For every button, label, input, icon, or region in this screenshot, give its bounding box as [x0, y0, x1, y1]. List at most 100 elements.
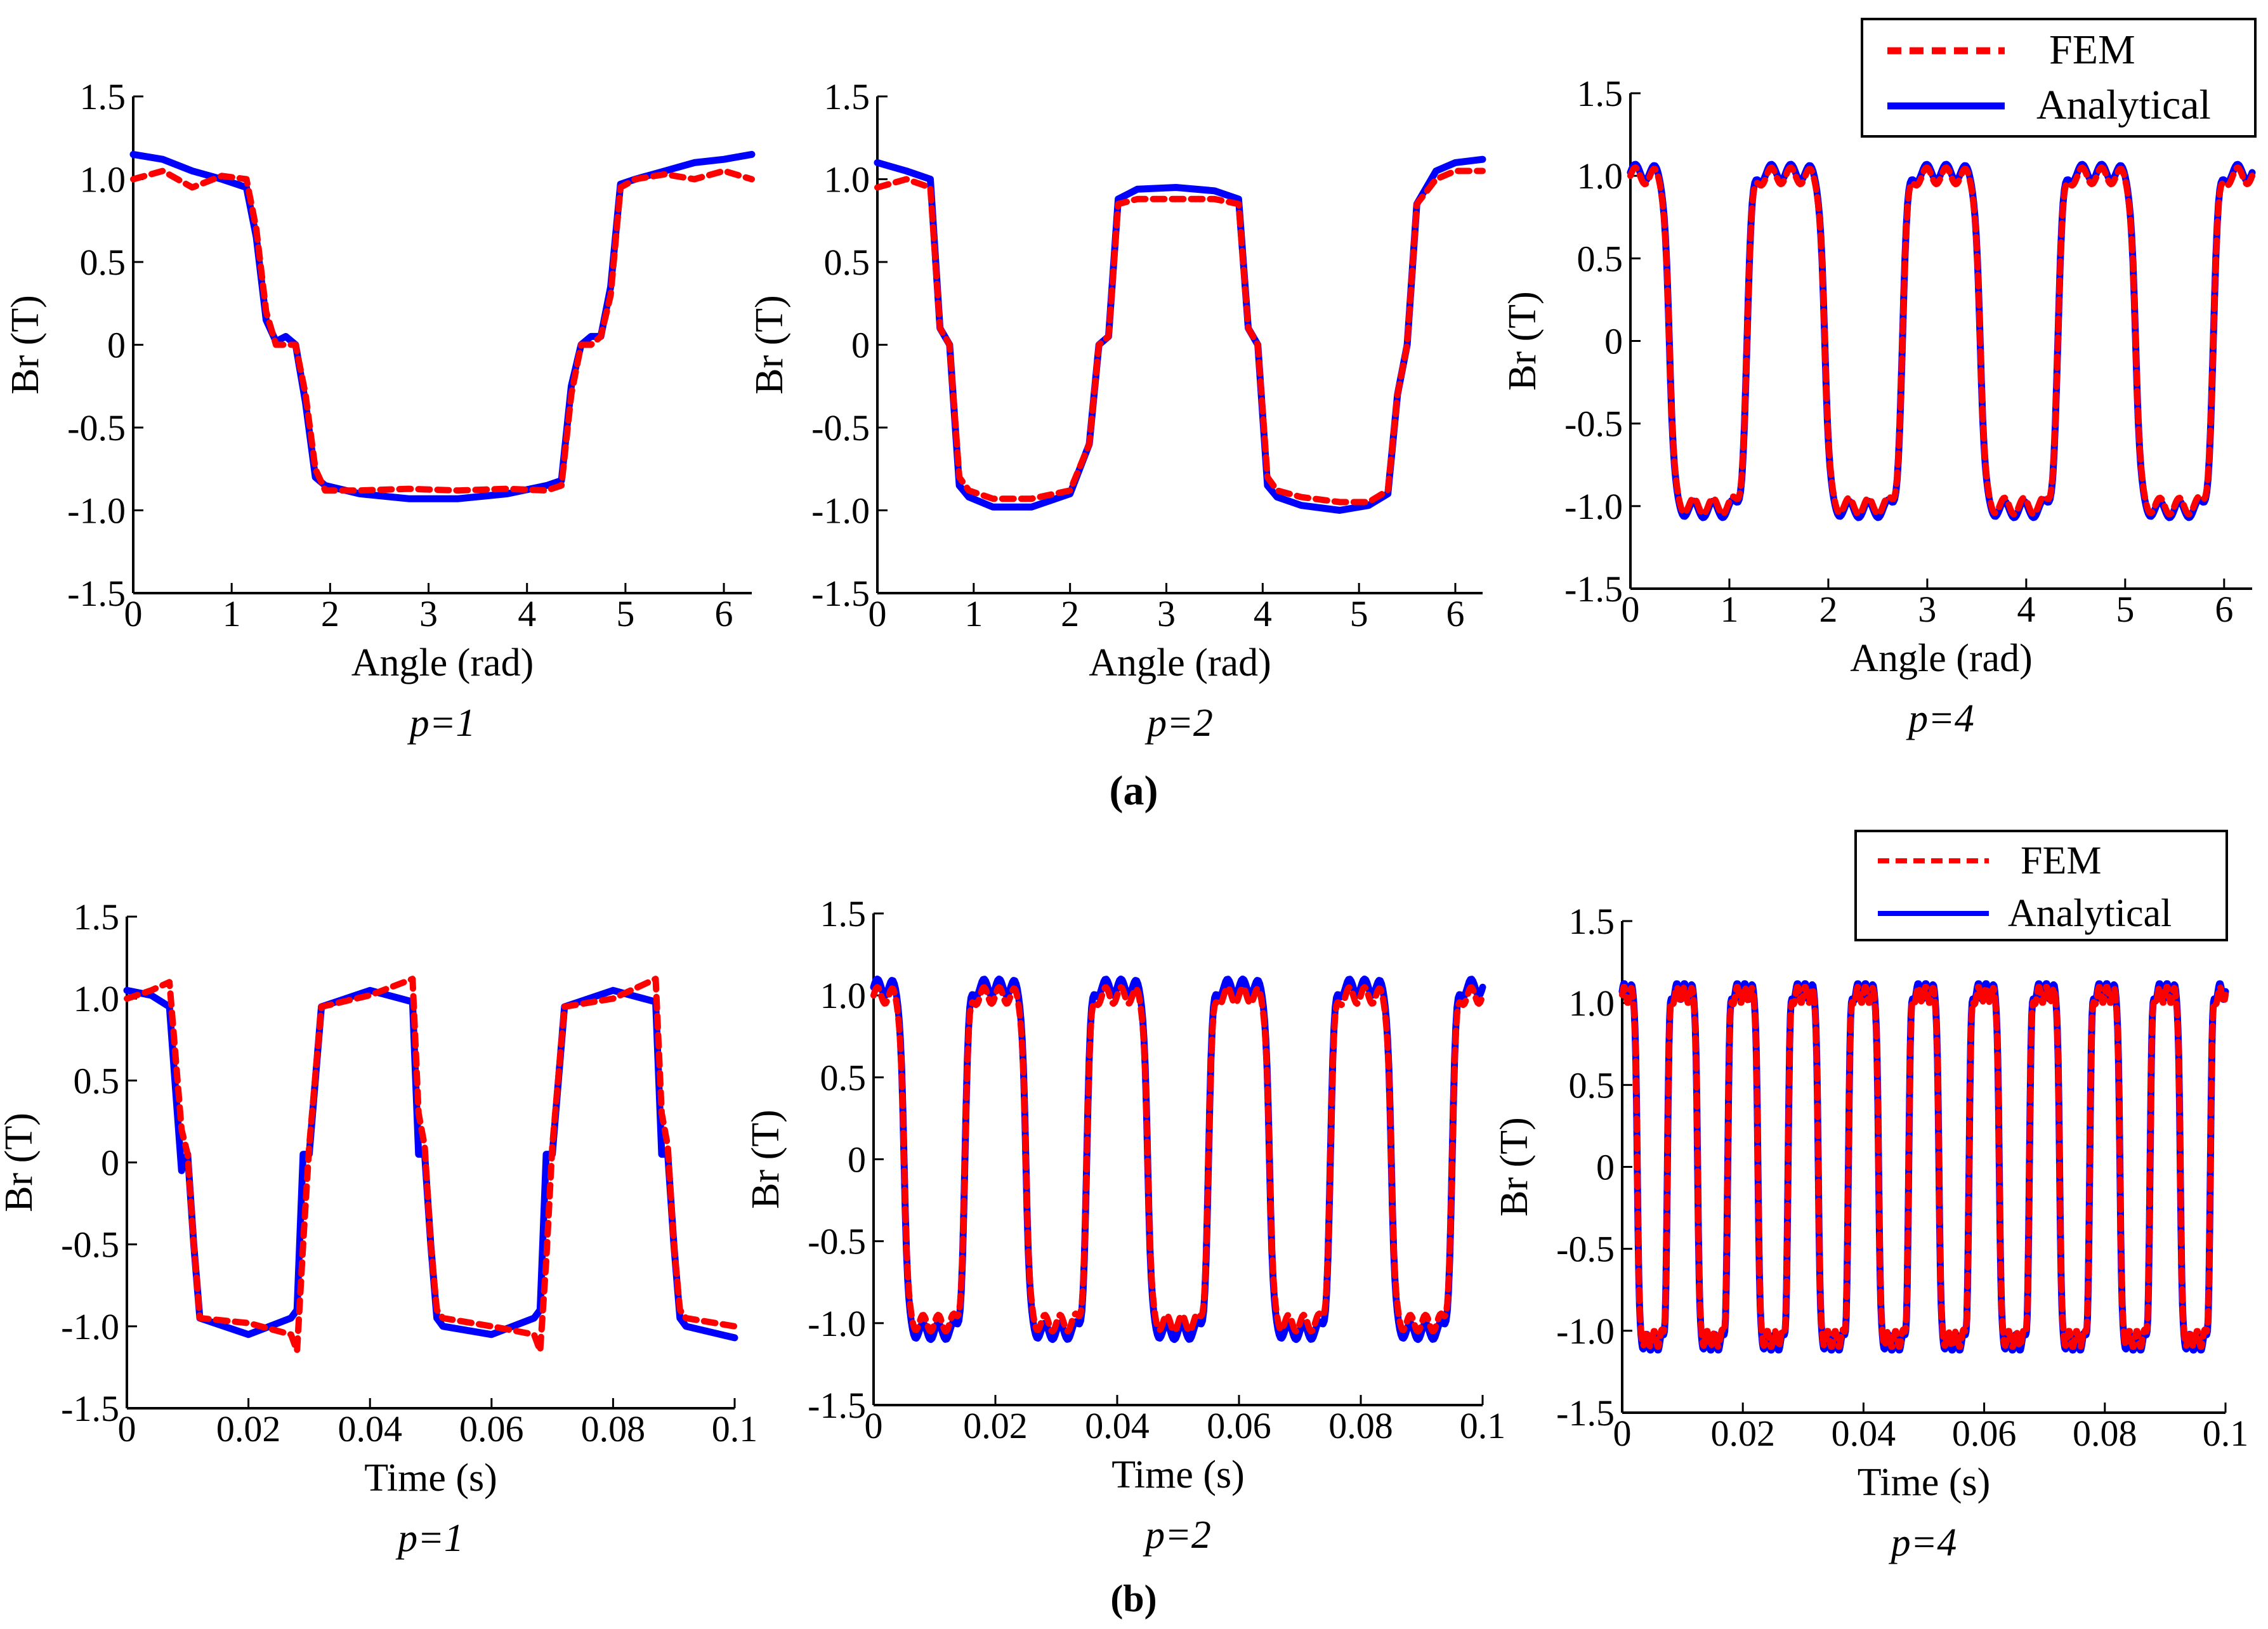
- series-line-analytical: [123, 986, 738, 1342]
- x-tick-label: 2: [1061, 593, 1079, 634]
- x-tick-label: 5: [1350, 593, 1368, 634]
- x-tick-label: 0.04: [1085, 1405, 1150, 1446]
- y-tick-label: 1.5: [74, 896, 120, 938]
- x-axis-label: Time (s): [1111, 1453, 1245, 1496]
- x-tick-label: 6: [715, 593, 733, 634]
- y-tick-label: 1.5: [1569, 901, 1615, 942]
- x-tick-label: 0: [124, 593, 143, 634]
- legend-top-fem-label: FEM: [2049, 27, 2135, 73]
- x-tick-label: 6: [2215, 589, 2233, 630]
- x-tick-label: 2: [1819, 589, 1837, 630]
- y-tick-label: -0.5: [67, 407, 126, 448]
- x-tick-label: 0: [1622, 589, 1640, 630]
- x-tick-label: 1: [223, 593, 241, 634]
- legend-bottom-box: [1854, 830, 2228, 941]
- x-axis-label: Time (s): [364, 1456, 497, 1500]
- x-tick-label: 0.1: [2203, 1413, 2249, 1454]
- y-tick-label: -1.0: [808, 1303, 866, 1344]
- series-line-analytical: [129, 150, 756, 502]
- x-tick-label: 4: [1254, 593, 1272, 634]
- x-axis-label: Angle (rad): [351, 641, 534, 684]
- series-line-fem: [874, 167, 1486, 506]
- x-tick-label: 0.06: [1207, 1405, 1271, 1446]
- x-tick-label: 0.04: [1832, 1413, 1896, 1454]
- chart-panel-5: -1.5 -1.0 -0.5 0 0.5 1.0 1.5 0 0.02 0.04 0.06 0.08 0…: [744, 893, 1505, 1557]
- y-tick-label: -0.5: [1556, 1229, 1615, 1270]
- y-tick-label: 1.5: [1577, 73, 1623, 114]
- x-tick-label: 3: [419, 593, 438, 634]
- y-tick-label: -1.5: [1564, 568, 1623, 610]
- y-tick-label: 0: [107, 325, 126, 366]
- y-tick-label: 0.5: [820, 1057, 867, 1098]
- x-tick-label: 0.08: [2073, 1413, 2137, 1454]
- x-tick-label: 1: [1720, 589, 1738, 630]
- x-tick-label: 0: [118, 1408, 136, 1449]
- y-tick-label: 0.5: [824, 242, 870, 283]
- x-tick-label: 0.08: [1328, 1405, 1393, 1446]
- y-tick-label: -0.5: [811, 407, 870, 448]
- y-axis-label: Br (T): [1501, 291, 1544, 391]
- y-tick-label: 0: [848, 1139, 866, 1181]
- x-tick-label: 5: [616, 593, 634, 634]
- y-tick-label: 1.0: [80, 159, 126, 200]
- x-axis-label: Angle (rad): [1850, 637, 2032, 680]
- y-tick-label: 0: [1596, 1147, 1615, 1188]
- y-axis-label: Br (T): [4, 295, 47, 395]
- series-line-analytical: [1627, 160, 2256, 521]
- x-tick-label: 1: [964, 593, 983, 634]
- x-tick-label: 0.06: [1952, 1413, 2017, 1454]
- y-tick-label: -1.0: [1564, 486, 1623, 527]
- y-tick-label: 1.0: [824, 159, 870, 200]
- y-tick-label: 0: [101, 1142, 119, 1184]
- y-tick-label: -1.5: [67, 573, 126, 614]
- x-tick-label: 6: [1446, 593, 1465, 634]
- chart-panel-6: -1.5 -1.0 -0.5 0 0.5 1.0 1.5 0 0.02 0.04 0.06 0.08 0…: [1493, 901, 2248, 1564]
- x-tick-label: 0.08: [581, 1408, 646, 1449]
- x-tick-label: 0: [865, 1405, 883, 1446]
- legend-bottom-fem-label: FEM: [2021, 839, 2101, 882]
- y-tick-label: 1.0: [820, 975, 867, 1016]
- y-tick-label: -1.0: [61, 1306, 119, 1347]
- y-tick-label: 0.5: [80, 242, 126, 283]
- subplot-label: p=1: [395, 1517, 464, 1560]
- y-tick-label: 0.5: [1569, 1064, 1615, 1106]
- x-tick-label: 4: [2017, 589, 2035, 630]
- chart-panel-2: -1.5 -1.0 -0.5 0 0.5 1.0 1.5 0 1 2 3 4 5 6 Angle (rad)…: [748, 76, 1486, 745]
- y-tick-label: -1.0: [67, 490, 126, 532]
- y-tick-label: 0.5: [1577, 238, 1623, 279]
- chart-panels: -1.5 -1.0 -0.5 0 0.5 1.0 1.5 0 1 2 3 4 5 6 Angle (rad)…: [0, 73, 2256, 1564]
- y-tick-label: -1.0: [1556, 1311, 1615, 1352]
- series-line-fem: [870, 984, 1486, 1335]
- y-tick-label: 1.5: [80, 76, 126, 117]
- x-tick-label: 0.02: [1710, 1413, 1775, 1454]
- y-tick-label: -0.5: [808, 1221, 866, 1262]
- legend-bottom: FEM Analytical: [1854, 830, 2228, 941]
- y-tick-label: -0.5: [1564, 403, 1623, 445]
- y-tick-label: 0: [851, 325, 870, 366]
- x-tick-label: 0.1: [712, 1408, 758, 1449]
- x-tick-label: 4: [518, 593, 536, 634]
- subplot-label: p=4: [1906, 697, 1974, 740]
- x-tick-label: 0.02: [216, 1408, 281, 1449]
- y-tick-label: -1.0: [811, 490, 870, 532]
- x-tick-label: 0: [869, 593, 887, 634]
- x-tick-label: 2: [321, 593, 339, 634]
- subplot-label: p=4: [1889, 1521, 1957, 1564]
- y-tick-label: 1.0: [1577, 155, 1623, 197]
- x-tick-label: 0.04: [338, 1408, 402, 1449]
- subplot-label: p=2: [1143, 1514, 1211, 1557]
- y-tick-label: 0.5: [74, 1060, 120, 1101]
- subplot-label: p=2: [1144, 702, 1213, 745]
- row-label-b: (b): [1110, 1578, 1157, 1619]
- series-line-fem: [1627, 164, 2255, 518]
- y-axis-label: Br (T): [744, 1109, 787, 1209]
- series-line-fem: [130, 167, 755, 494]
- y-tick-label: 1.0: [74, 978, 120, 1019]
- y-tick-label: -1.5: [61, 1388, 119, 1429]
- series-line-fem: [1619, 984, 2229, 1350]
- y-tick-label: -0.5: [61, 1224, 119, 1266]
- x-tick-label: 0.06: [459, 1408, 524, 1449]
- x-axis-label: Angle (rad): [1089, 641, 1271, 684]
- x-tick-label: 0: [1613, 1413, 1632, 1454]
- chart-panel-4: -1.5 -1.0 -0.5 0 0.5 1.0 1.5 0 0.02 0.04 0.06 0.08 0…: [0, 896, 757, 1560]
